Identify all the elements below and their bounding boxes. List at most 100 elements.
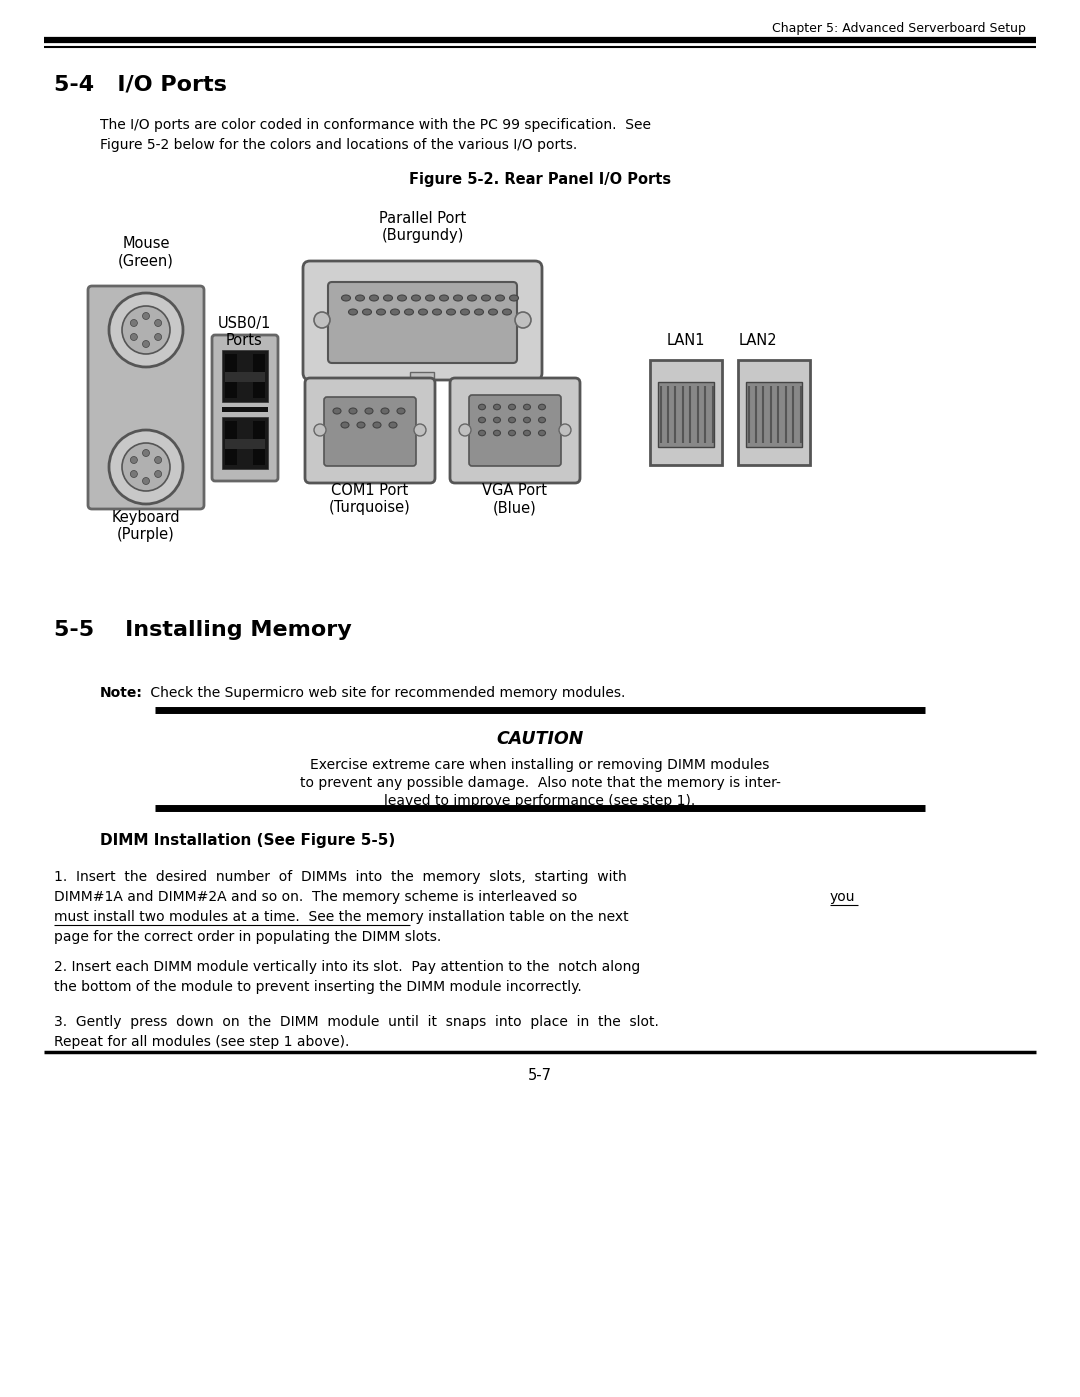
- Ellipse shape: [419, 309, 428, 314]
- FancyBboxPatch shape: [450, 379, 580, 483]
- Ellipse shape: [496, 295, 504, 300]
- Bar: [410, 372, 434, 414]
- Ellipse shape: [460, 309, 470, 314]
- Text: Figure 5-2. Rear Panel I/O Ports: Figure 5-2. Rear Panel I/O Ports: [409, 172, 671, 187]
- Ellipse shape: [509, 404, 515, 409]
- Ellipse shape: [524, 430, 530, 436]
- Ellipse shape: [478, 430, 486, 436]
- Text: LAN2: LAN2: [739, 332, 778, 348]
- Ellipse shape: [377, 309, 386, 314]
- Ellipse shape: [478, 418, 486, 423]
- Text: 1.  Insert  the  desired  number  of  DIMMs  into  the  memory  slots,  starting: 1. Insert the desired number of DIMMs in…: [54, 870, 626, 884]
- FancyBboxPatch shape: [212, 335, 278, 481]
- Text: COM1 Port
(Turquoise): COM1 Port (Turquoise): [329, 483, 410, 515]
- Ellipse shape: [502, 309, 512, 314]
- Bar: [650, 360, 723, 465]
- Circle shape: [131, 471, 137, 478]
- Circle shape: [131, 320, 137, 327]
- Ellipse shape: [369, 295, 378, 300]
- Text: Chapter 5: Advanced Serverboard Setup: Chapter 5: Advanced Serverboard Setup: [772, 22, 1026, 35]
- Ellipse shape: [509, 430, 515, 436]
- Bar: [658, 381, 714, 447]
- Ellipse shape: [509, 418, 515, 423]
- Text: DIMM#1A and DIMM#2A and so on.  The memory scheme is interleaved so: DIMM#1A and DIMM#2A and so on. The memor…: [54, 890, 582, 904]
- Text: USB0/1
Ports: USB0/1 Ports: [217, 316, 271, 348]
- Circle shape: [143, 313, 149, 320]
- Ellipse shape: [381, 408, 389, 414]
- Bar: [225, 353, 237, 398]
- Circle shape: [414, 425, 426, 436]
- Ellipse shape: [333, 408, 341, 414]
- Ellipse shape: [383, 295, 392, 300]
- Text: page for the correct order in populating the DIMM slots.: page for the correct order in populating…: [54, 930, 442, 944]
- FancyBboxPatch shape: [324, 397, 416, 467]
- Bar: [253, 420, 265, 465]
- Ellipse shape: [357, 422, 365, 427]
- Circle shape: [515, 312, 531, 328]
- Ellipse shape: [539, 404, 545, 409]
- Bar: [225, 439, 265, 448]
- Text: VGA Port
(Blue): VGA Port (Blue): [483, 483, 548, 515]
- Text: CAUTION: CAUTION: [497, 731, 583, 747]
- Circle shape: [109, 293, 183, 367]
- Ellipse shape: [373, 422, 381, 427]
- Circle shape: [154, 334, 162, 341]
- Circle shape: [131, 334, 137, 341]
- FancyBboxPatch shape: [328, 282, 517, 363]
- Text: Exercise extreme care when installing or removing DIMM modules: Exercise extreme care when installing or…: [310, 759, 770, 773]
- Circle shape: [559, 425, 571, 436]
- Bar: [738, 360, 810, 465]
- Ellipse shape: [446, 309, 456, 314]
- Ellipse shape: [440, 295, 448, 300]
- Circle shape: [109, 430, 183, 504]
- Ellipse shape: [539, 418, 545, 423]
- Circle shape: [122, 306, 170, 353]
- Text: 5-4   I/O Ports: 5-4 I/O Ports: [54, 75, 227, 95]
- Ellipse shape: [478, 404, 486, 409]
- Circle shape: [154, 457, 162, 464]
- Circle shape: [154, 320, 162, 327]
- Ellipse shape: [397, 295, 406, 300]
- Bar: [253, 353, 265, 398]
- FancyBboxPatch shape: [469, 395, 561, 467]
- Ellipse shape: [426, 295, 434, 300]
- Text: DIMM#1A and DIMM#2A and so on.  The memory scheme is interleaved so: DIMM#1A and DIMM#2A and so on. The memor…: [54, 890, 582, 904]
- Ellipse shape: [411, 295, 420, 300]
- Text: Parallel Port
(Burgundy): Parallel Port (Burgundy): [379, 211, 467, 243]
- Text: leaved to improve performance (see step 1).: leaved to improve performance (see step …: [384, 793, 696, 807]
- Bar: [222, 416, 268, 469]
- Ellipse shape: [524, 404, 530, 409]
- Text: Note:: Note:: [100, 686, 143, 700]
- Text: 5-5    Installing Memory: 5-5 Installing Memory: [54, 620, 352, 640]
- Circle shape: [143, 450, 149, 457]
- Circle shape: [314, 425, 326, 436]
- Bar: [222, 407, 268, 412]
- Text: LAN1: LAN1: [666, 332, 705, 348]
- Ellipse shape: [468, 295, 476, 300]
- Ellipse shape: [488, 309, 498, 314]
- Circle shape: [154, 471, 162, 478]
- Bar: [225, 420, 237, 465]
- Ellipse shape: [349, 408, 357, 414]
- Circle shape: [314, 312, 330, 328]
- Text: Mouse
(Green): Mouse (Green): [118, 236, 174, 268]
- Text: DIMM Installation (See Figure 5-5): DIMM Installation (See Figure 5-5): [100, 833, 395, 848]
- Text: 5-7: 5-7: [528, 1067, 552, 1083]
- Ellipse shape: [405, 309, 414, 314]
- Ellipse shape: [397, 408, 405, 414]
- FancyBboxPatch shape: [87, 286, 204, 509]
- Bar: [746, 381, 802, 447]
- Circle shape: [122, 443, 170, 490]
- Text: The I/O ports are color coded in conformance with the PC 99 specification.  See: The I/O ports are color coded in conform…: [100, 117, 651, 131]
- Bar: [222, 351, 268, 402]
- Text: 3.  Gently  press  down  on  the  DIMM  module  until  it  snaps  into  place  i: 3. Gently press down on the DIMM module …: [54, 1016, 659, 1030]
- Text: Figure 5-2 below for the colors and locations of the various I/O ports.: Figure 5-2 below for the colors and loca…: [100, 138, 577, 152]
- Ellipse shape: [539, 430, 545, 436]
- Ellipse shape: [355, 295, 365, 300]
- Circle shape: [143, 478, 149, 485]
- Ellipse shape: [365, 408, 373, 414]
- Circle shape: [143, 341, 149, 348]
- Ellipse shape: [482, 295, 490, 300]
- Ellipse shape: [454, 295, 462, 300]
- FancyBboxPatch shape: [303, 261, 542, 380]
